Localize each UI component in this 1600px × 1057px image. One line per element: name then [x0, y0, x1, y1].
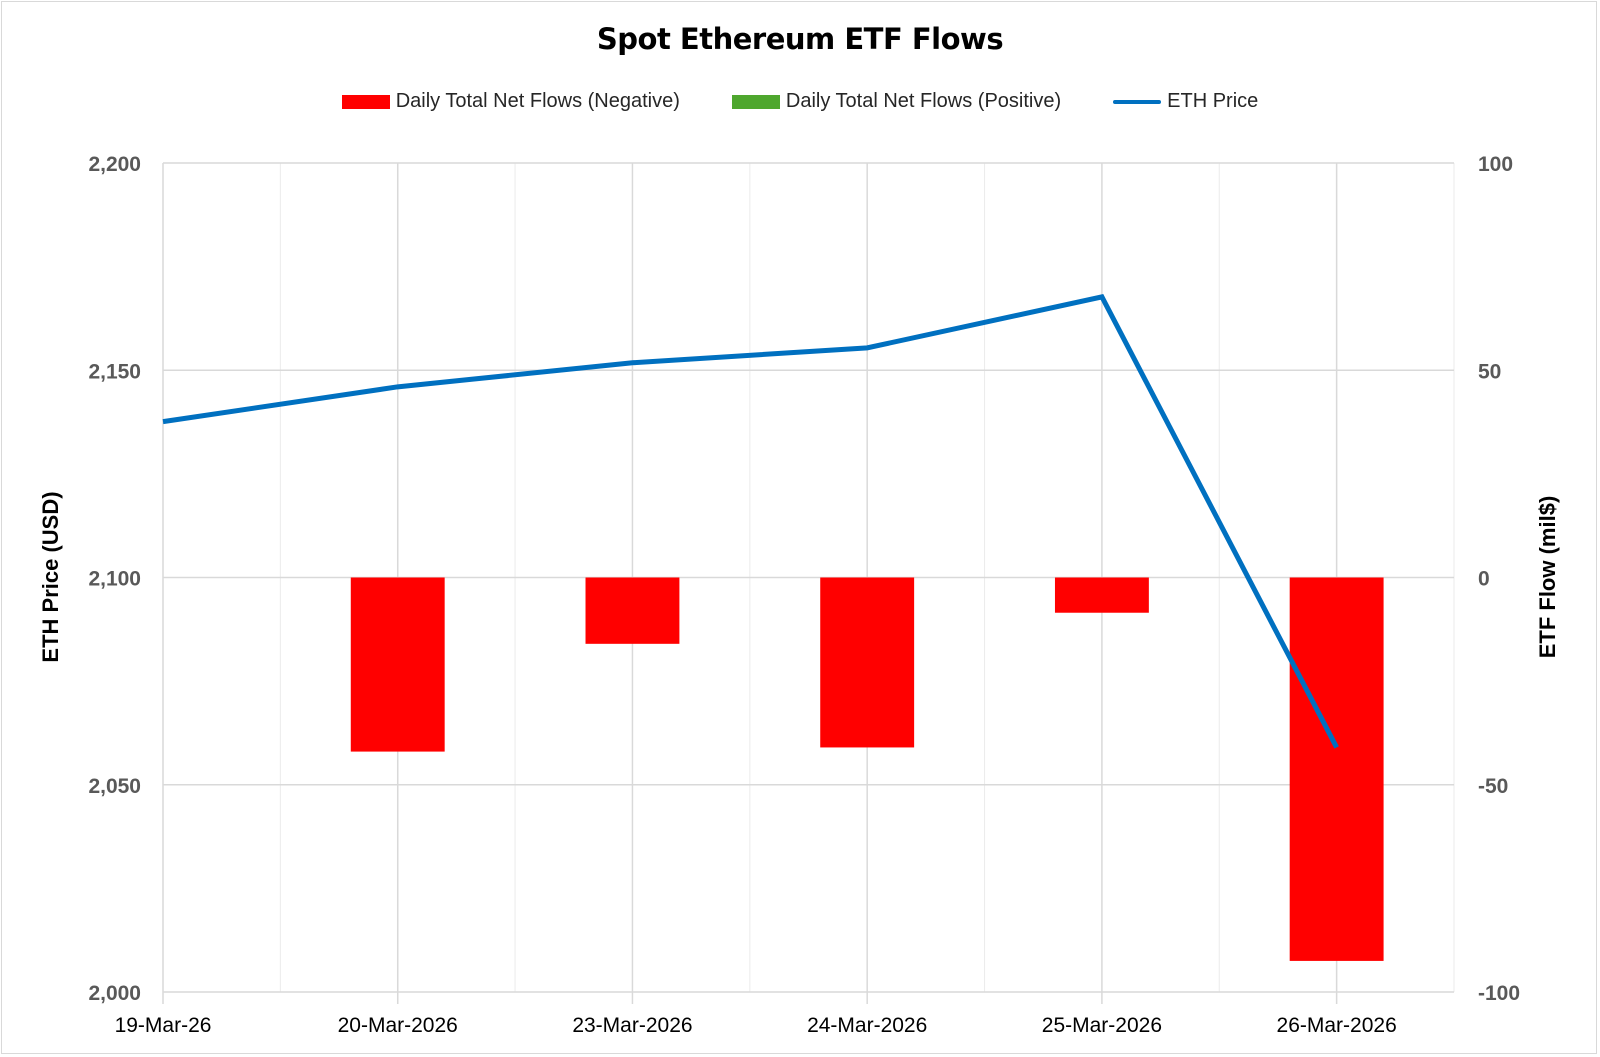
- x-tick-label: 20-Mar-2026: [338, 1014, 458, 1037]
- chart-title: Spot Ethereum ETF Flows: [596, 22, 1004, 56]
- legend-label-eth-price: ETH Price: [1167, 90, 1259, 112]
- y-tick-label: 2,100: [88, 568, 141, 591]
- axes: 2,000 -100 2,050 -50 2,100 0 2,150 50 2,200 100 19…: [88, 153, 1520, 1037]
- y2-axis-label: ETF Flow (mil$): [1535, 496, 1560, 659]
- bar-negative: [585, 577, 680, 644]
- y2-tick-label: 50: [1478, 360, 1501, 383]
- y-tick-label: 2,000: [88, 982, 141, 1005]
- y-tick-label: 2,150: [88, 360, 141, 383]
- bar-negative: [350, 577, 445, 752]
- legend-item-negative: Daily Total Net Flows (Negative): [341, 90, 680, 113]
- y2-tick-label: 0: [1478, 568, 1490, 591]
- legend-label-negative: Daily Total Net Flows (Negative): [395, 90, 680, 112]
- legend-swatch-negative: [341, 94, 390, 109]
- legend: Daily Total Net Flows (Negative) Daily T…: [0, 90, 1600, 113]
- y2-tick-label: 100: [1478, 153, 1513, 176]
- legend-item-eth-price: ETH Price: [1113, 90, 1258, 113]
- y-tick-label: 2,050: [88, 775, 141, 798]
- price-line: [162, 294, 1339, 749]
- x-tick-label: 23-Mar-2026: [572, 1014, 692, 1037]
- bars: [350, 577, 1384, 961]
- eth-price-line: [162, 294, 1339, 749]
- legend-swatch-eth-price: [1113, 99, 1162, 104]
- y-tick-label: 2,200: [88, 153, 141, 176]
- bar-negative: [820, 577, 915, 748]
- legend-label-positive: Daily Total Net Flows (Positive): [785, 90, 1062, 112]
- y2-tick-label: -100: [1478, 982, 1520, 1005]
- y-axis-label: ETH Price (USD): [38, 491, 63, 662]
- x-tick-label: 24-Mar-2026: [807, 1014, 927, 1037]
- bar-negative: [1054, 577, 1149, 613]
- y2-tick-label: -50: [1478, 775, 1508, 798]
- bar-negative: [1289, 577, 1384, 961]
- x-tick-label: 26-Mar-2026: [1277, 1014, 1397, 1037]
- legend-swatch-positive: [731, 94, 780, 109]
- x-tick-label: 25-Mar-2026: [1042, 1014, 1162, 1037]
- legend-item-positive: Daily Total Net Flows (Positive): [731, 90, 1062, 113]
- x-tick-label: 19-Mar-26: [115, 1014, 212, 1037]
